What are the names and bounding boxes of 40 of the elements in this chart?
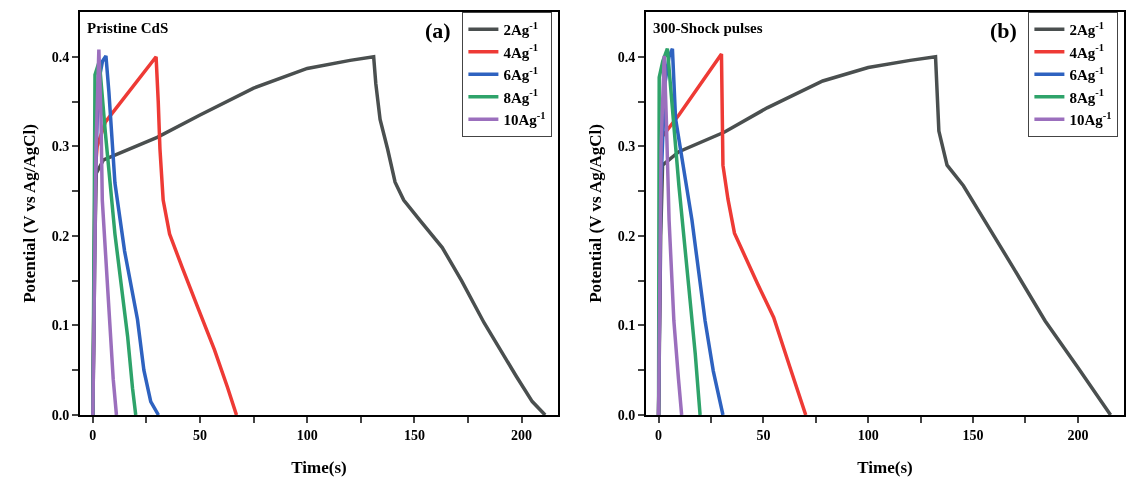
y-tick-label: 0.2 — [51, 228, 70, 244]
line-series — [656, 54, 684, 415]
y-tick-label: 0.0 — [51, 407, 70, 423]
x-tick-label: 50 — [756, 427, 771, 443]
x-axis-title: Time(s) — [857, 458, 913, 477]
legend-label: 8Ag$^{-1}$ — [1069, 87, 1104, 106]
y-tick-label: 0.0 — [617, 407, 636, 423]
legend-label: 2Ag$^{-1}$ — [503, 19, 538, 39]
x-tick-label: 50 — [193, 427, 208, 443]
legend-label: 6Ag$^{-1}$ — [1069, 64, 1104, 84]
annotation: (b) — [990, 18, 1017, 43]
x-tick-label: 200 — [511, 427, 533, 443]
x-tick-label: 0 — [655, 427, 663, 443]
y-tick-label: 0.3 — [51, 139, 70, 155]
y-axis-title: Potential (V vs Ag/AgCl) — [20, 124, 39, 303]
x-tick-label: 100 — [296, 427, 318, 443]
x-axis-title: Time(s) — [291, 458, 347, 477]
y-axis-title: Potential (V vs Ag/AgCl) — [586, 124, 605, 303]
line-series — [91, 47, 119, 415]
y-tick-label: 0.1 — [617, 318, 636, 334]
legend-label: 4Ag$^{-1}$ — [503, 42, 538, 61]
y-tick-label: 0.4 — [617, 49, 636, 65]
x-tick-label: 150 — [962, 427, 984, 443]
y-tick-label: 0.2 — [617, 228, 636, 244]
y-tick-label: 0.3 — [617, 139, 636, 155]
x-tick-label: 150 — [403, 427, 425, 443]
legend-label: 10Ag$^{-1}$ — [1069, 109, 1112, 129]
x-tick-label: 100 — [857, 427, 879, 443]
x-tick-label: 0 — [89, 427, 97, 443]
annotation: 300-Shock pulses — [653, 20, 763, 36]
y-tick-label: 0.4 — [51, 49, 70, 65]
legend-label: 8Ag$^{-1}$ — [503, 87, 538, 106]
annotation: Pristine CdS — [87, 20, 169, 36]
legend-label: 4Ag$^{-1}$ — [1069, 42, 1104, 61]
legend-label: 10Ag$^{-1}$ — [503, 109, 546, 129]
legend-label: 2Ag$^{-1}$ — [1069, 19, 1104, 39]
x-tick-label: 200 — [1067, 427, 1089, 443]
y-tick-label: 0.1 — [51, 318, 70, 334]
annotation: (a) — [425, 18, 451, 43]
legend-label: 6Ag$^{-1}$ — [503, 64, 538, 84]
